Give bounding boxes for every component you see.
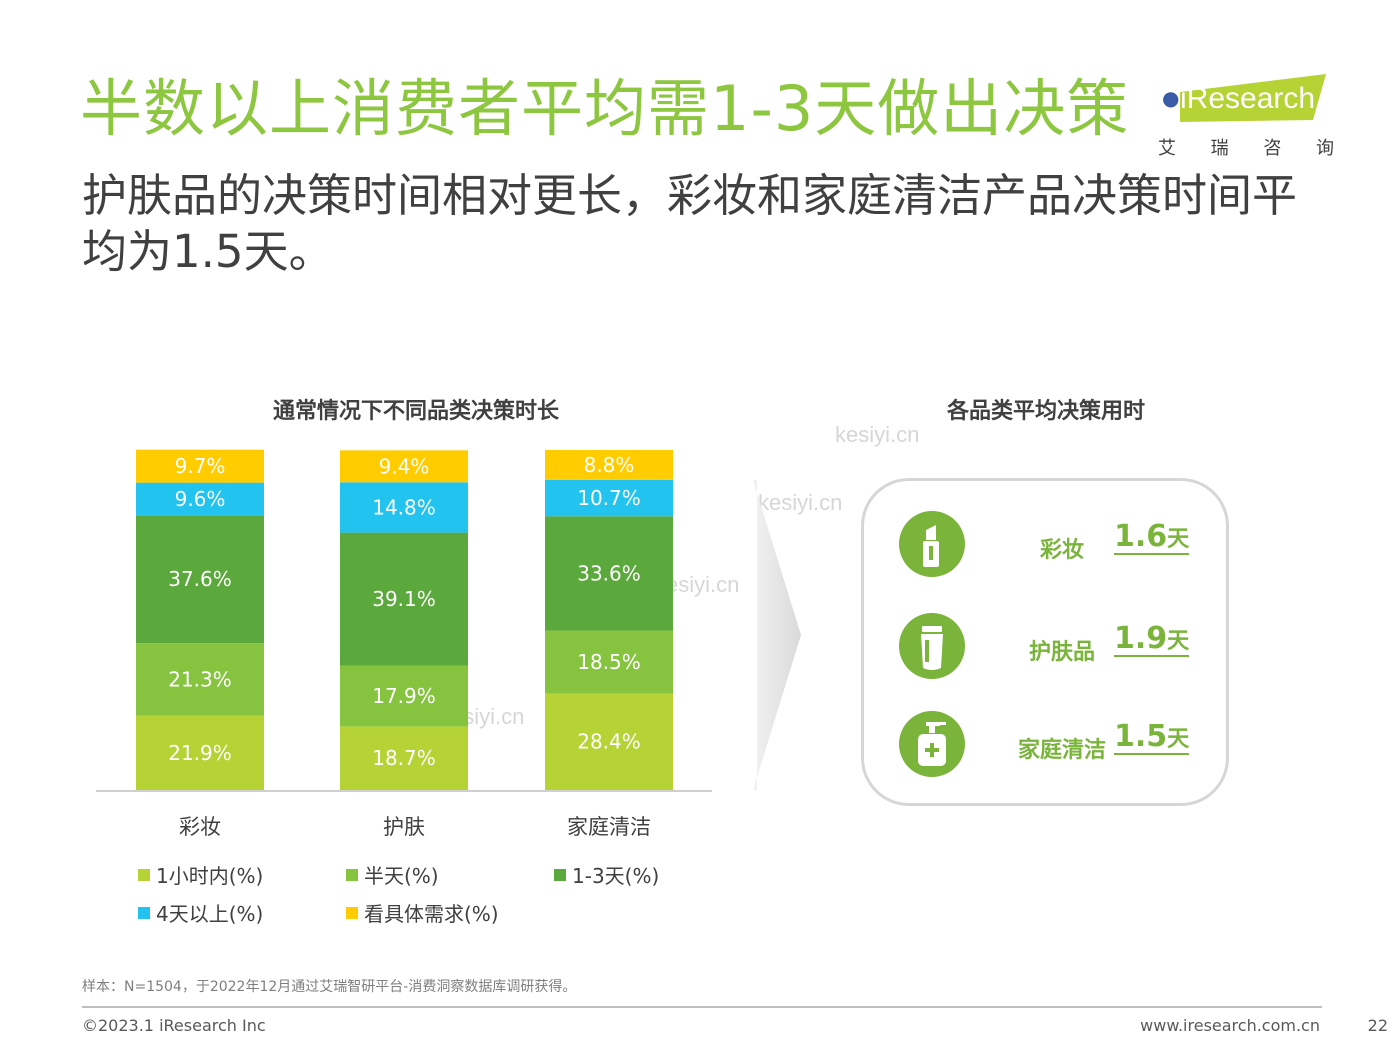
data-label: 37.6% (168, 567, 232, 591)
watermark-text: kesiyi.cn (758, 490, 843, 515)
copyright: ©2023.1 iResearch Inc (82, 1016, 266, 1035)
logo-subtitle: 艾 瑞 咨 询 (1158, 134, 1334, 160)
legend-swatch (346, 906, 358, 919)
data-label: 10.7% (577, 486, 641, 510)
average-value: 1.5天 (1114, 719, 1190, 755)
iresearch-logo (1180, 74, 1326, 122)
data-label: 8.8% (584, 453, 635, 477)
bar-segment (545, 516, 673, 631)
bar-segment (136, 449, 264, 483)
legend-label: 1-3天(%) (572, 864, 660, 888)
page-number: 22 (1367, 1016, 1388, 1035)
data-label: 14.8% (372, 495, 436, 519)
bar-segment (136, 515, 264, 644)
bar-segment (545, 479, 673, 517)
bar-segment (545, 630, 673, 694)
average-unit: 天 (1167, 629, 1190, 654)
logo-text: iResearch (1180, 82, 1316, 115)
category-label: 彩妆 (179, 815, 221, 839)
data-label: 18.7% (372, 746, 436, 770)
bar-segment (136, 643, 264, 716)
data-label: 33.6% (577, 561, 641, 585)
legend-swatch (554, 868, 566, 881)
data-label: 9.4% (379, 454, 430, 478)
data-label: 21.9% (168, 741, 232, 765)
website-link[interactable]: www.iresearch.com.cn (1140, 1016, 1320, 1035)
logo-sub-char: 瑞 (1210, 138, 1229, 159)
bar-segment (136, 715, 264, 790)
data-label: 28.4% (577, 730, 641, 754)
average-number: 1.9 (1114, 621, 1168, 656)
legend-item: 看具体需求(%) (346, 898, 499, 927)
legend-swatch (138, 868, 150, 881)
average-row: 彩妆 1.6天 (898, 510, 1218, 580)
legend-label: 1小时内(%) (156, 864, 264, 888)
category-label: 护肤 (383, 815, 425, 839)
average-row: 家庭清洁 1.5天 (898, 710, 1218, 780)
lipstick-icon (899, 511, 965, 577)
average-value: 1.6天 (1114, 519, 1190, 555)
average-panel-title: 各品类平均决策用时 (946, 399, 1145, 424)
logo-dot-icon: ● (1162, 86, 1180, 110)
legend-label: 半天(%) (364, 864, 439, 888)
bar-segment (340, 532, 468, 666)
page-subtitle: 护肤品的决策时间相对更长，彩妆和家庭清洁产品决策时间平均为1.5天。 (82, 169, 1298, 279)
average-unit: 天 (1167, 527, 1190, 552)
legend-swatch (138, 906, 150, 919)
average-label: 护肤品 (1028, 640, 1095, 665)
watermark-text: kesiyi.cn (835, 422, 920, 447)
average-number: 1.5 (1114, 719, 1168, 754)
data-label: 39.1% (372, 587, 436, 611)
source-note: 样本：N=1504，于2022年12月通过艾瑞智研平台-消费洞察数据库调研获得。 (82, 979, 577, 995)
legend-item: 1-3天(%) (554, 860, 659, 889)
bar-segment (340, 665, 468, 727)
data-label: 9.7% (175, 454, 226, 478)
tube-icon (899, 613, 965, 679)
data-label: 21.3% (168, 667, 232, 691)
logo-sub-char: 咨 (1263, 138, 1282, 159)
average-row: 护肤品 1.9天 (898, 612, 1218, 682)
data-label: 18.5% (577, 650, 641, 674)
chevron-right-icon (753, 480, 801, 790)
bar-segment (340, 726, 468, 790)
legend-label: 看具体需求(%) (364, 902, 499, 926)
footer-divider (82, 1006, 1322, 1008)
chart-legend: 1小时内(%) 半天(%) 1-3天(%) 4天以上(%) 看具体需求(%) (138, 860, 698, 940)
average-value: 1.9天 (1114, 621, 1190, 657)
average-label: 家庭清洁 (1017, 738, 1106, 763)
bar-segment (340, 482, 468, 533)
logo-sub-char: 艾 (1158, 138, 1176, 159)
logo-sub-char: 询 (1315, 138, 1334, 159)
chart-title: 通常情况下不同品类决策时长 (272, 399, 559, 424)
soap-bottle-icon (899, 711, 965, 777)
data-label: 9.6% (175, 487, 226, 511)
legend-item: 半天(%) (346, 860, 439, 889)
average-number: 1.6 (1114, 519, 1168, 554)
legend-swatch (346, 868, 358, 881)
bar-segment (545, 450, 673, 480)
average-label: 彩妆 (1039, 538, 1084, 563)
category-label: 家庭清洁 (567, 815, 651, 839)
bar-segment (340, 450, 468, 483)
average-panel (861, 478, 1229, 806)
stacked-bar-chart: 21.9% 21.3% 37.6% 9.6% 9.7% 彩妆 18.7% 17.9% 39.1%… (96, 449, 712, 839)
bar-segment (136, 482, 264, 516)
data-label: 17.9% (372, 684, 436, 708)
legend-item: 1小时内(%) (138, 860, 263, 889)
bar-segment (545, 693, 673, 790)
legend-label: 4天以上(%) (156, 902, 264, 926)
average-unit: 天 (1167, 727, 1190, 752)
page-title: 半数以上消费者平均需1-3天做出决策 (80, 72, 1130, 145)
legend-item: 4天以上(%) (138, 898, 263, 927)
